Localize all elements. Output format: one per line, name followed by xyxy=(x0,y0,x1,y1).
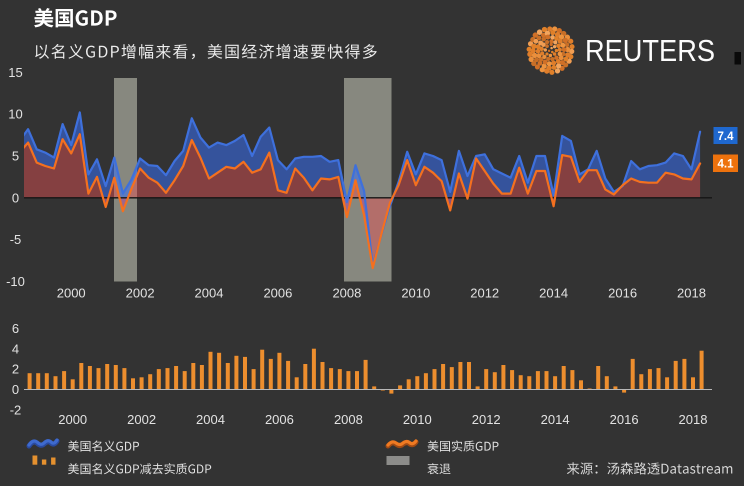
svg-text:15: 15 xyxy=(8,65,22,80)
svg-text:-10: -10 xyxy=(6,274,25,289)
svg-text:2008: 2008 xyxy=(334,412,363,427)
svg-text:2004: 2004 xyxy=(196,412,225,427)
svg-text:2016: 2016 xyxy=(608,286,637,301)
svg-text:2006: 2006 xyxy=(263,286,292,301)
svg-text:4: 4 xyxy=(12,341,19,356)
svg-text:2006: 2006 xyxy=(265,412,294,427)
svg-text:2: 2 xyxy=(12,362,19,377)
svg-text:6: 6 xyxy=(12,321,19,336)
svg-text:5: 5 xyxy=(12,149,19,164)
svg-text:10: 10 xyxy=(8,107,22,122)
svg-text:0: 0 xyxy=(12,382,19,397)
svg-text:2018: 2018 xyxy=(677,286,706,301)
svg-text:0: 0 xyxy=(12,190,19,205)
svg-text:2000: 2000 xyxy=(58,412,87,427)
svg-text:2014: 2014 xyxy=(541,412,570,427)
svg-text:2002: 2002 xyxy=(126,286,155,301)
svg-text:2018: 2018 xyxy=(679,412,708,427)
svg-text:2002: 2002 xyxy=(127,412,156,427)
svg-text:2008: 2008 xyxy=(332,286,361,301)
svg-text:2016: 2016 xyxy=(610,412,639,427)
svg-text:2010: 2010 xyxy=(401,286,430,301)
svg-text:2010: 2010 xyxy=(403,412,432,427)
svg-text:2012: 2012 xyxy=(470,286,499,301)
svg-text:-5: -5 xyxy=(10,232,22,247)
svg-text:2004: 2004 xyxy=(195,286,224,301)
svg-text:2012: 2012 xyxy=(472,412,501,427)
svg-text:-2: -2 xyxy=(10,403,22,418)
svg-text:2014: 2014 xyxy=(539,286,568,301)
svg-text:2000: 2000 xyxy=(57,286,86,301)
svg-text:4.1: 4.1 xyxy=(718,159,735,171)
svg-text:7.4: 7.4 xyxy=(718,131,735,143)
svg-text:REUTERS: REUTERS xyxy=(585,33,715,68)
